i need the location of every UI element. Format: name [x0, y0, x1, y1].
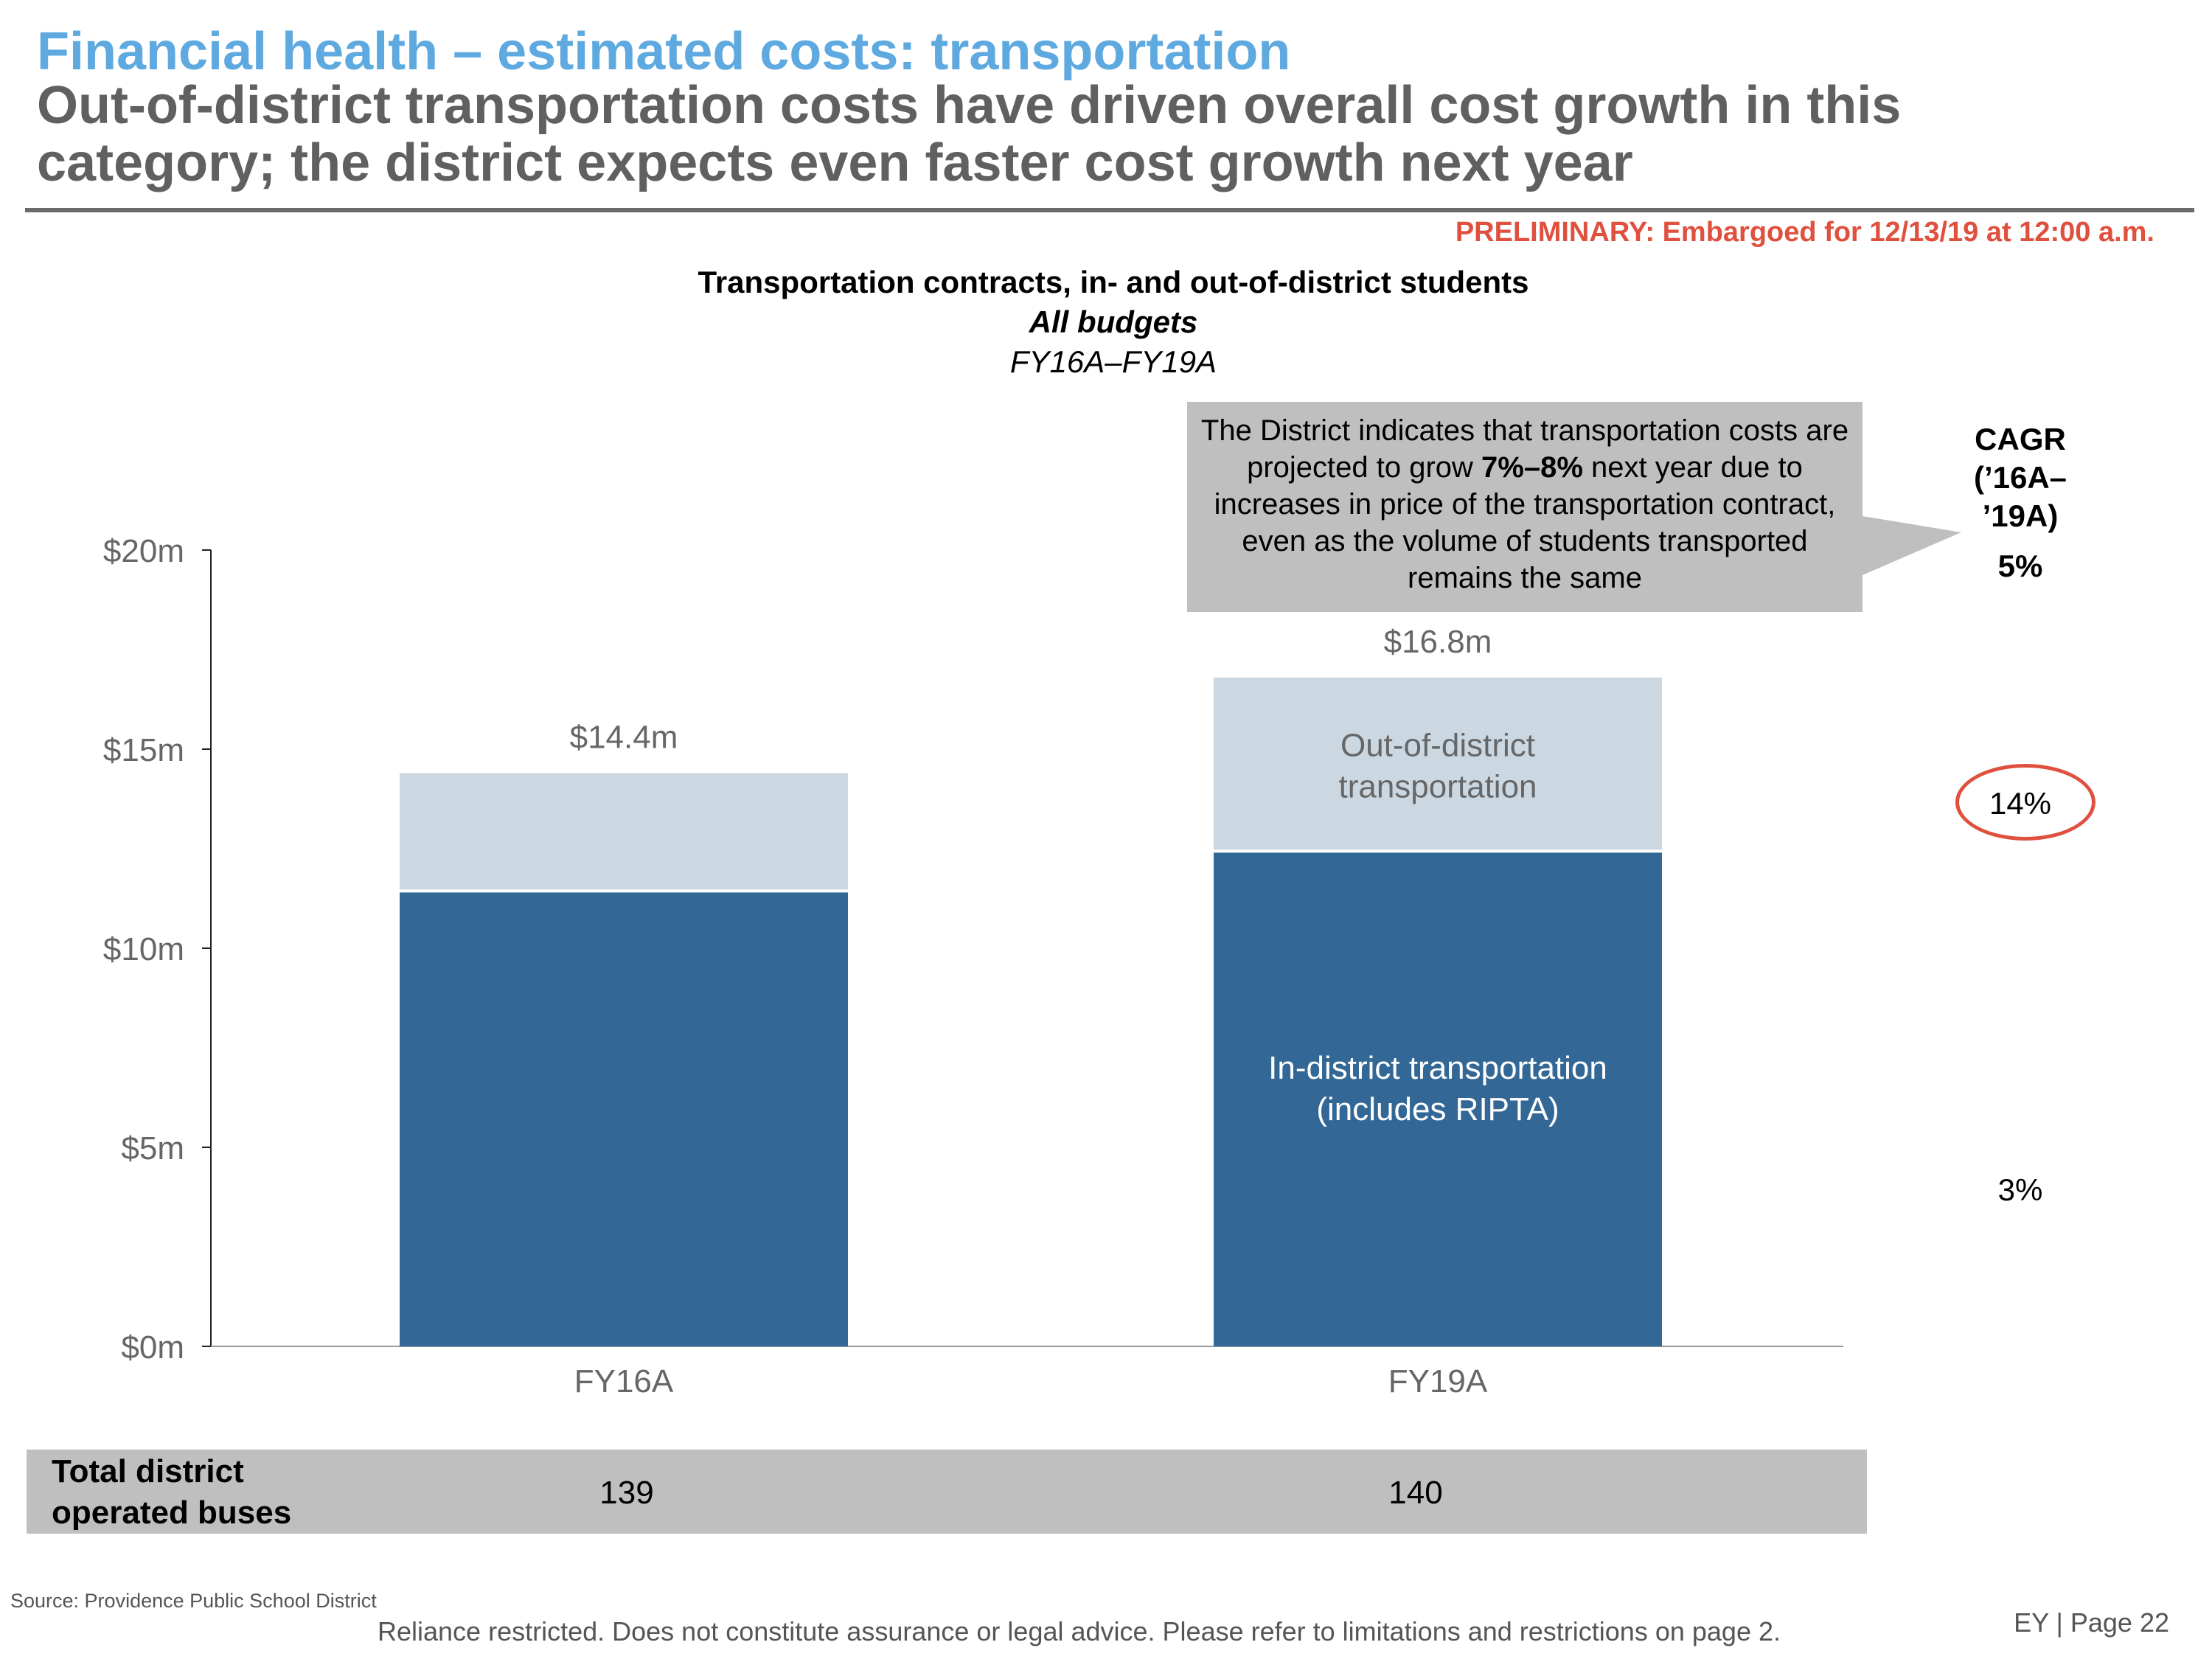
- header-divider: [25, 208, 2194, 212]
- page-number: EY | Page 22: [2014, 1607, 2169, 1638]
- bars: [400, 677, 1662, 1346]
- bar-segment-in-district: [1214, 852, 1662, 1346]
- callout-pointer: [1863, 516, 1961, 575]
- bar-segment-in-district: [400, 892, 848, 1346]
- bus-count-label: Total district operated buses: [52, 1451, 291, 1534]
- slide-subtitle: Out-of-district transportation costs hav…: [37, 76, 1902, 192]
- cagr-in-district-value: 3%: [1997, 1172, 2043, 1207]
- x-category-label: FY16A: [574, 1363, 674, 1399]
- chart-subtitle: All budgets: [1029, 305, 1198, 339]
- callout-text-bold: 7%–8%: [1481, 451, 1583, 484]
- segment-label-out-of-district: Out-of-district: [1340, 728, 1535, 764]
- chart-title: Transportation contracts, in- and out-of…: [698, 265, 1529, 299]
- bar-total-label: $16.8m: [1384, 624, 1492, 660]
- bus-count-label-line2: operated buses: [52, 1495, 292, 1531]
- bus-count-fy19a: 140: [1388, 1475, 1443, 1511]
- chart-title-block: Transportation contracts, in- and out-of…: [516, 262, 1711, 382]
- cagr-heading: CAGR (’16A– ’19A): [1947, 420, 2094, 535]
- cagr-total-value: 5%: [1997, 549, 2043, 583]
- cagr-heading-line1: CAGR: [1975, 422, 2066, 456]
- y-tick-label: $20m: [103, 533, 184, 569]
- bar-segment-out-of-district: [1214, 677, 1662, 850]
- bus-count-table: [27, 1450, 1867, 1534]
- chart-period: FY16A–FY19A: [1009, 344, 1217, 379]
- callout-box: The District indicates that transportati…: [1187, 402, 1863, 612]
- cagr-heading-line2: (’16A–: [1973, 460, 2067, 495]
- segment-label-out-of-district: transportation: [1338, 769, 1537, 805]
- slide-title: Financial health – estimated costs: tran…: [37, 22, 1291, 81]
- bus-count-label-line1: Total district: [52, 1453, 244, 1489]
- preliminary-notice: PRELIMINARY: Embargoed for 12/13/19 at 1…: [1455, 217, 2154, 248]
- bar-total-label: $14.4m: [570, 719, 678, 755]
- source-note: Source: Providence Public School Distric…: [10, 1590, 377, 1612]
- y-tick-label: $10m: [103, 931, 184, 967]
- segment-label-in-district: (includes RIPTA): [1316, 1091, 1559, 1127]
- callout-text-after: next year due to increases in price of t…: [1214, 451, 1836, 594]
- highlight-ellipse: [1955, 764, 2096, 841]
- x-category-label: FY19A: [1388, 1363, 1488, 1399]
- bar-segment-out-of-district: [400, 773, 848, 890]
- callout-text-before: The District indicates that transportati…: [1200, 414, 1849, 484]
- y-tick-label: $5m: [121, 1130, 184, 1166]
- bus-count-fy16a: 139: [599, 1475, 654, 1511]
- cagr-out-of-district-value: 14%: [1989, 786, 2052, 821]
- y-tick-label: $15m: [103, 732, 184, 768]
- segment-label-in-district: In-district transportation: [1268, 1050, 1607, 1086]
- y-tick-label: $0m: [121, 1329, 184, 1366]
- disclaimer: Reliance restricted. Does not constitute…: [378, 1616, 1781, 1646]
- bar-labels: $14.4m FY16A $16.8m FY19A Out-of-district tra…: [570, 624, 1607, 1399]
- cagr-heading-line3: ’19A): [1982, 498, 2059, 533]
